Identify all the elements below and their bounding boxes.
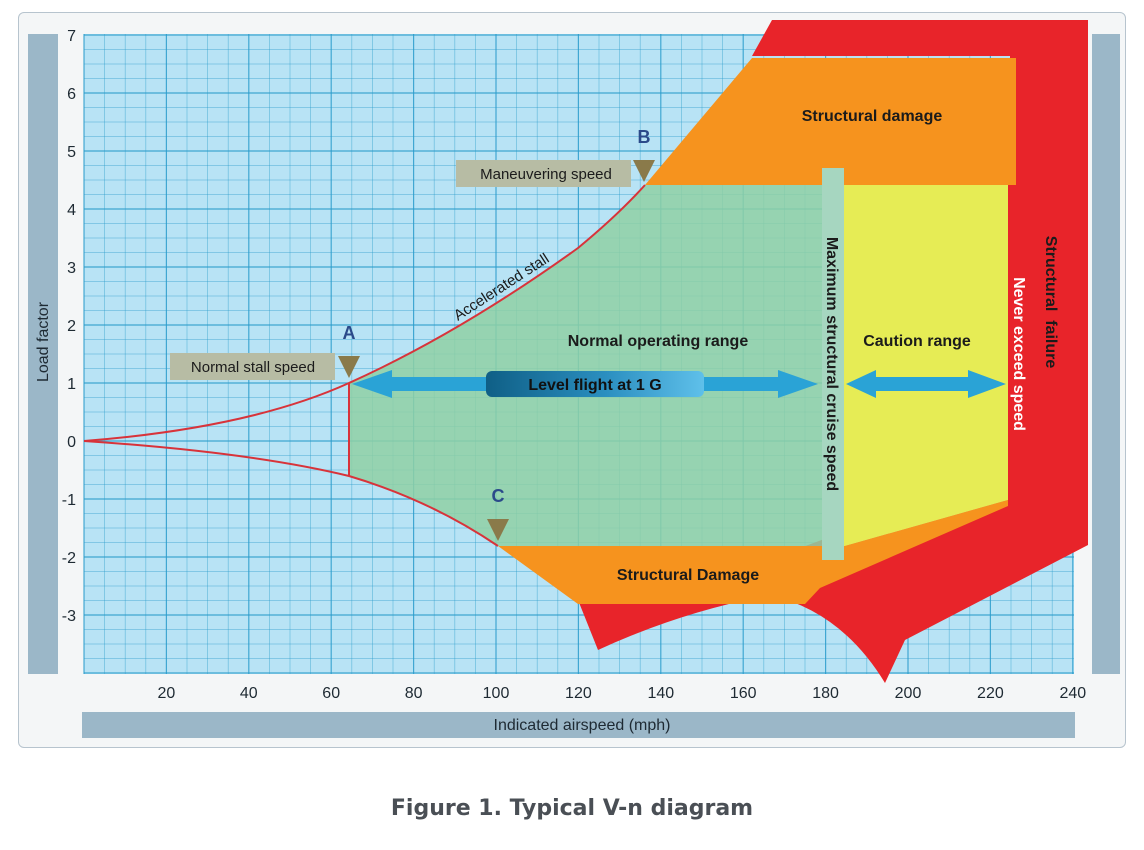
y-tick-label: 6 <box>67 86 76 103</box>
y-axis-label: Load factor <box>35 301 52 382</box>
maneuvering-label: Maneuvering speed <box>480 166 612 183</box>
level-flight-arrow <box>352 370 1006 398</box>
point-b-label: B <box>638 127 651 147</box>
bottom-axis-bar <box>82 712 1075 738</box>
structural-damage-bottom-region <box>498 500 1008 604</box>
x-axis-ticks: 20 40 60 80 100 120 140 160 180 200 220 240 <box>158 685 1087 702</box>
figure-caption: Figure 1. Typical V-n diagram <box>390 796 754 821</box>
y-tick-label: 7 <box>67 28 76 45</box>
never-exceed-band <box>1008 185 1032 501</box>
y-tick-label: -1 <box>62 492 76 509</box>
x-tick-label: 100 <box>483 685 510 702</box>
structural-damage-top-label: Structural damage <box>802 108 943 125</box>
v-n-diagram: 20 40 60 80 100 120 140 160 180 200 220 240 7 6 5 4 3 2 1… <box>28 20 1120 738</box>
structural-failure-label: Structural failure <box>1042 236 1059 369</box>
never-exceed-label: Never exceed speed <box>1010 277 1027 431</box>
y-tick-label: 4 <box>67 202 76 219</box>
structural-damage-bottom-label: Structural Damage <box>617 567 759 584</box>
y-tick-label: -3 <box>62 608 76 625</box>
x-tick-label: 240 <box>1059 685 1086 702</box>
normal-stall-tag <box>170 353 335 380</box>
right-axis-bar <box>1092 34 1120 674</box>
structural-damage-top-region <box>645 58 1016 185</box>
x-axis-label: Indicated airspeed (mph) <box>494 717 671 734</box>
x-tick-label: 40 <box>240 685 258 702</box>
point-c-label: C <box>492 486 505 506</box>
x-tick-label: 60 <box>322 685 340 702</box>
y-tick-label: 5 <box>67 144 76 161</box>
x-tick-label: 180 <box>812 685 839 702</box>
marker-a-icon <box>338 356 360 378</box>
caution-region <box>842 185 1008 546</box>
normal-operating-region <box>349 185 830 546</box>
normal-stall-label: Normal stall speed <box>191 359 315 376</box>
y-axis-ticks: 7 6 5 4 3 2 1 0 -1 -2 -3 <box>62 28 76 625</box>
y-tick-label: 1 <box>67 376 76 393</box>
maneuvering-tag <box>456 160 631 187</box>
y-tick-label: 2 <box>67 318 76 335</box>
x-tick-label: 80 <box>405 685 423 702</box>
level-flight-label: Level flight at 1 G <box>528 377 661 394</box>
point-a-label: A <box>343 323 356 343</box>
x-tick-label: 140 <box>647 685 674 702</box>
marker-b-icon <box>633 160 655 182</box>
x-tick-label: 220 <box>977 685 1004 702</box>
x-tick-label: 20 <box>158 685 176 702</box>
max-structural-cruise-label: Maximum structural cruise speed <box>823 237 840 491</box>
normal-operating-label: Normal operating range <box>568 333 749 350</box>
y-tick-label: 3 <box>67 260 76 277</box>
accelerated-stall-curve <box>83 184 646 442</box>
y-tick-label: 0 <box>67 434 76 451</box>
x-tick-label: 120 <box>565 685 592 702</box>
max-structural-cruise-band <box>822 168 844 560</box>
caution-label: Caution range <box>863 333 971 350</box>
left-axis-bar <box>28 34 58 674</box>
x-tick-label: 200 <box>895 685 922 702</box>
marker-c-icon <box>487 519 509 541</box>
negative-stall-curve <box>83 440 499 547</box>
x-tick-label: 160 <box>730 685 757 702</box>
y-tick-label: -2 <box>62 550 76 567</box>
